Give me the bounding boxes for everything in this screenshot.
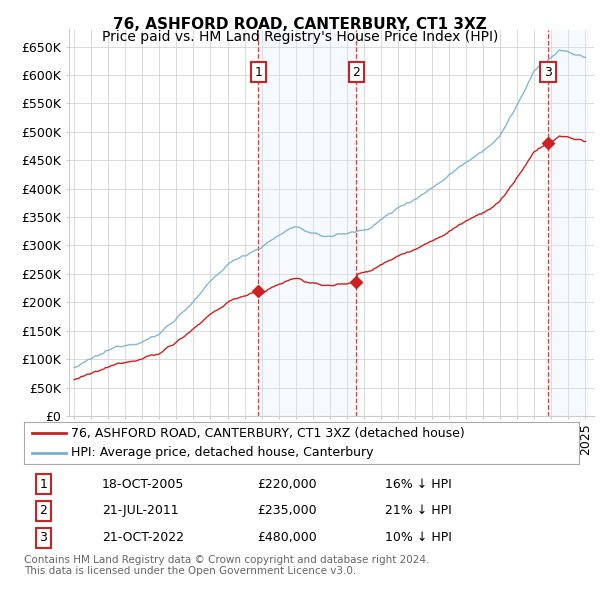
- Text: 1: 1: [254, 65, 262, 78]
- Text: £480,000: £480,000: [257, 532, 317, 545]
- Text: £220,000: £220,000: [257, 477, 317, 490]
- Text: 1: 1: [40, 477, 47, 490]
- Text: Contains HM Land Registry data © Crown copyright and database right 2024.
This d: Contains HM Land Registry data © Crown c…: [24, 555, 430, 576]
- Text: 18-OCT-2005: 18-OCT-2005: [102, 477, 184, 490]
- Text: 3: 3: [40, 532, 47, 545]
- Bar: [548, 30, 589, 416]
- Text: 16% ↓ HPI: 16% ↓ HPI: [385, 477, 452, 490]
- Bar: [258, 30, 356, 416]
- Text: 76, ASHFORD ROAD, CANTERBURY, CT1 3XZ: 76, ASHFORD ROAD, CANTERBURY, CT1 3XZ: [113, 17, 487, 31]
- Text: Price paid vs. HM Land Registry's House Price Index (HPI): Price paid vs. HM Land Registry's House …: [102, 30, 498, 44]
- Text: 10% ↓ HPI: 10% ↓ HPI: [385, 532, 452, 545]
- Text: HPI: Average price, detached house, Canterbury: HPI: Average price, detached house, Cant…: [71, 447, 374, 460]
- Text: 2: 2: [352, 65, 360, 78]
- Text: 21% ↓ HPI: 21% ↓ HPI: [385, 504, 452, 517]
- Text: £235,000: £235,000: [257, 504, 317, 517]
- Text: 76, ASHFORD ROAD, CANTERBURY, CT1 3XZ (detached house): 76, ASHFORD ROAD, CANTERBURY, CT1 3XZ (d…: [71, 427, 465, 440]
- Text: 2: 2: [40, 504, 47, 517]
- Text: 3: 3: [544, 65, 552, 78]
- Text: 21-JUL-2011: 21-JUL-2011: [102, 504, 178, 517]
- Text: 21-OCT-2022: 21-OCT-2022: [102, 532, 184, 545]
